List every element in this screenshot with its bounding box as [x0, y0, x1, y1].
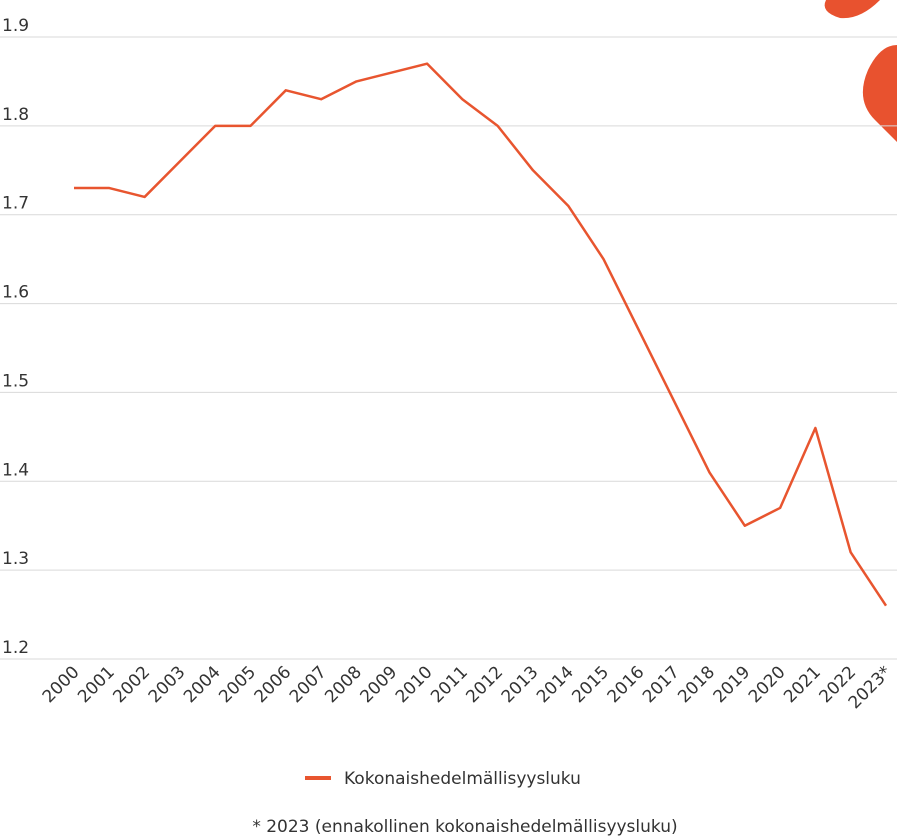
decoration: [824, 0, 880, 19]
y-tick-label: 1.3: [2, 549, 29, 569]
y-tick-label: 1.9: [2, 16, 29, 36]
footnote: * 2023 (ennakollinen kokonaishedelmällis…: [252, 817, 677, 837]
x-tick-label: 2010: [392, 662, 437, 707]
x-tick-label: 2003: [145, 662, 190, 707]
x-tick-label: 2002: [109, 662, 154, 707]
legend-label: Kokonaishedelmällisyysluku: [344, 769, 581, 789]
x-tick-label: 2013: [498, 662, 543, 707]
x-tick-label: 2018: [674, 662, 719, 707]
y-tick-label: 1.8: [2, 105, 29, 125]
x-tick-label: 2000: [39, 662, 84, 707]
x-tick-label: 2016: [604, 662, 649, 707]
x-tick-label: 2008: [321, 662, 366, 707]
x-tick-label: 2001: [74, 662, 119, 707]
x-tick-label: 2017: [639, 662, 684, 707]
x-tick-label: 2019: [710, 662, 755, 707]
x-tick-label: 2004: [180, 662, 225, 707]
x-tick-label: 2011: [427, 662, 472, 707]
x-tick-label: 2015: [568, 662, 613, 707]
y-tick-label: 1.7: [2, 194, 29, 214]
y-tick-label: 1.4: [2, 460, 29, 480]
x-tick-label: 2021: [780, 662, 825, 707]
decoration: [862, 45, 897, 142]
x-tick-label: 2014: [533, 662, 578, 707]
y-tick-label: 1.6: [2, 283, 29, 303]
y-tick-label: 1.2: [2, 638, 29, 658]
x-tick-label: 2009: [357, 662, 402, 707]
data-line: [74, 62, 888, 607]
y-tick-label: 1.5: [2, 371, 29, 391]
x-tick-label: 2012: [462, 662, 507, 707]
x-tick-label: 2007: [286, 662, 331, 707]
x-tick-label: 2005: [215, 662, 260, 707]
x-tick-label: 2006: [251, 662, 296, 707]
x-tick-label: 2020: [745, 662, 790, 707]
